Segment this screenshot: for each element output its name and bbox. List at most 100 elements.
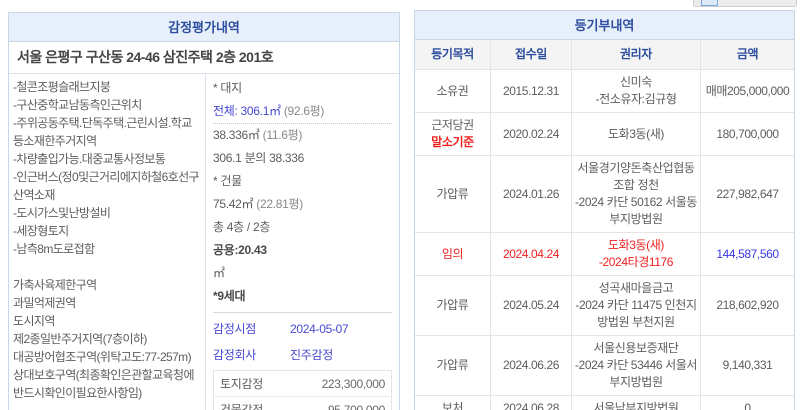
purpose-text: 임의: [441, 246, 464, 261]
appraisal-panel: 감정평가내역 서울 은평구 구산동 24-46 삼진주택 2층 201호 -철콘…: [8, 12, 400, 410]
purpose-text: 소유권: [436, 83, 469, 98]
valuation-row-value: 223,300,000: [288, 370, 392, 397]
holder-subtext: -2024 카단 11475 인천지방법원 부천지원: [575, 298, 697, 329]
purpose-text: 가압류: [436, 358, 469, 372]
registry-row: 보처 2024.06.28 서울남부지방법원 0: [415, 396, 794, 410]
registry-row: 가압류 2024.05.24 성곡새마을금고 -2024 카단 11475 인천…: [415, 276, 794, 336]
land-total-area: 전체: 306.1㎡: [213, 104, 281, 118]
building-label: * 건물: [213, 174, 242, 188]
registry-date: 2024.01.26: [491, 156, 572, 232]
holder-subtext: -전소유자:김규형: [595, 92, 677, 106]
registry-amount: 180,700,000: [716, 126, 779, 141]
holder-subtext: -2024 카단 53446 서울서부지방법원: [574, 358, 698, 389]
purpose-text: 가압류: [436, 298, 469, 312]
registry-amount: 0: [744, 401, 751, 410]
appraisal-detail-column: * 대지 전체: 306.1㎡ (92.6평) 38.336㎡ (11.6평) …: [206, 74, 399, 410]
toolbar-mini-button[interactable]: [701, 0, 718, 6]
purpose-subtext: 말소기준: [431, 135, 474, 149]
registry-row: 소유권 2015.12.31 신미숙 -전소유자:김규형 매매205,000,0…: [415, 70, 794, 113]
registry-date: 2024.04.24: [491, 233, 572, 275]
registry-purpose: 임의: [415, 233, 491, 275]
building-common-area: 공용:20.43: [213, 243, 267, 257]
registry-date: 2024.05.24: [491, 276, 572, 335]
holder-text: 성곡새마을금고: [598, 281, 674, 295]
registry-row: 가압류 2024.01.26 서울경기양돈축산업협동조합 정천 -2024 카단…: [415, 156, 794, 233]
zone-list: 가축사육제한구역 과밀억제권역 도시지역 제2종일반주거지역(7층이하) 대공방…: [13, 276, 202, 402]
note-item: -주위공동주택.단독주택.근린시설.학교등소재한주거지역: [13, 116, 192, 148]
registry-holder: 서울남부지방법원: [572, 396, 701, 410]
zone-item: 가축사육제한구역: [13, 278, 97, 292]
property-address: 서울 은평구 구산동 24-46 삼진주택 2층 201호: [9, 42, 399, 74]
valuation-date-line: 감정시점 2024-05-07: [213, 316, 392, 342]
note-item: -인근버스(정0및근거리에지하철6호선구산역소재: [13, 170, 200, 202]
note-item: -도시가스및난방설비: [13, 206, 111, 220]
holder-text: 서울신용보증재단: [593, 341, 679, 355]
registry-purpose: 가압류: [415, 156, 491, 232]
zone-item: 과밀억제권역: [13, 296, 76, 310]
zone-item: 대공방어협조구역(위탁고도:77-257m): [13, 350, 192, 364]
note-item: -차량출입가능.대중교통사정보통: [13, 152, 166, 166]
appraisal-body: -철콘조평슬래브지붕 -구산중학교남동측인근위치 -주위공동주택.단독주택.근린…: [9, 74, 399, 410]
registry-purpose: 소유권: [415, 70, 491, 112]
valuation-table: 토지감정 223,300,000 건물감정 95,700,000 합계 319,…: [213, 370, 392, 410]
valuation-row-label: 토지감정: [213, 370, 289, 397]
registry-panel: 등기부내역 등기목적 접수일 권리자 금액 소유권 2015.12.31 신미숙…: [414, 10, 795, 410]
registry-date: 2020.02.24: [491, 113, 572, 155]
registry-row-highlighted: 임의 2024.04.24 도화3동(새) -2024타경1176 144,58…: [415, 233, 794, 276]
zone-item: 상대보호구역(최종확인은관할교육청에반드시확인이필요한사항임): [13, 368, 194, 400]
note-item: -철콘조평슬래브지붕: [13, 80, 111, 94]
column-header-purpose: 등기목적: [415, 40, 491, 69]
valuation-company: 진주감정: [290, 348, 334, 362]
registry-amount: 144,587,560: [716, 246, 779, 261]
registry-date: 2015.12.31: [491, 70, 572, 112]
note-item: -세장형토지: [13, 224, 69, 238]
building-area-line: 75.42㎡ (22.81평): [213, 193, 392, 216]
zone-item: 제2종일반주거지역(7층이하): [13, 332, 147, 346]
registry-purpose: 보처: [415, 396, 491, 410]
zone-item: 도시지역: [13, 314, 55, 328]
registry-amount: 매매205,000,000: [705, 83, 790, 98]
holder-text: 서울남부지방법원: [593, 401, 679, 410]
registry-holder: 도화3동(새): [572, 113, 701, 155]
building-households: *9세대: [213, 289, 246, 303]
registry-amount: 9,140,331: [722, 358, 773, 372]
building-common-unit: ㎡: [213, 266, 225, 280]
holder-text: 도화3동(새): [607, 126, 665, 141]
land-total-line: 전체: 306.1㎡ (92.6평): [213, 100, 392, 124]
building-area: 75.42㎡: [213, 197, 254, 211]
valuation-row: 건물감정 95,700,000: [213, 396, 392, 410]
valuation-row-value: 95,700,000: [288, 396, 392, 410]
appraisal-panel-title: 감정평가내역: [9, 13, 399, 42]
holder-text: 신미숙: [620, 75, 652, 89]
valuation-company-label: 감정회사: [213, 348, 256, 362]
building-pyeong: (22.81평): [256, 197, 303, 211]
valuation-row-label: 건물감정: [213, 396, 289, 410]
building-floors: 총 4층 / 2층: [213, 220, 271, 234]
registry-header-row: 등기목적 접수일 권리자 금액: [415, 40, 794, 70]
land-share-line: 38.336㎡ (11.6평): [213, 124, 392, 147]
purpose-text: 가압류: [436, 186, 469, 201]
holder-subtext: -2024 카단 50162 서울동부지방법원: [574, 195, 698, 226]
toolbar-fragment: [693, 0, 797, 7]
appraisal-notes-column: -철콘조평슬래브지붕 -구산중학교남동측인근위치 -주위공동주택.단독주택.근린…: [9, 74, 206, 410]
detail-separator: [213, 312, 392, 313]
registry-row: 근저당권 말소기준 2020.02.24 도화3동(새) 180,700,000: [415, 113, 794, 156]
registry-purpose: 가압류: [415, 276, 491, 335]
registry-amount: 227,982,647: [716, 186, 779, 201]
land-label: * 대지: [213, 81, 242, 95]
registry-holder: 도화3동(새) -2024타경1176: [572, 233, 701, 275]
registry-holder: 신미숙 -전소유자:김규형: [572, 70, 701, 112]
registry-purpose: 근저당권 말소기준: [415, 113, 491, 155]
holder-subtext: -2024타경1176: [598, 255, 674, 269]
holder-text: 도화3동(새): [607, 238, 665, 252]
valuation-date: 2024-05-07: [290, 322, 349, 336]
registry-panel-title: 등기부내역: [415, 11, 794, 40]
valuation-row: 토지감정 223,300,000: [213, 370, 392, 397]
land-share-area: 38.336㎡: [213, 128, 260, 142]
registry-purpose: 가압류: [415, 336, 491, 395]
land-total-pyeong: (92.6평): [283, 104, 325, 118]
registry-row: 가압류 2024.06.26 서울신용보증재단 -2024 카단 53446 서…: [415, 336, 794, 396]
valuation-date-label: 감정시점: [213, 322, 256, 336]
column-header-holder: 권리자: [572, 40, 701, 69]
